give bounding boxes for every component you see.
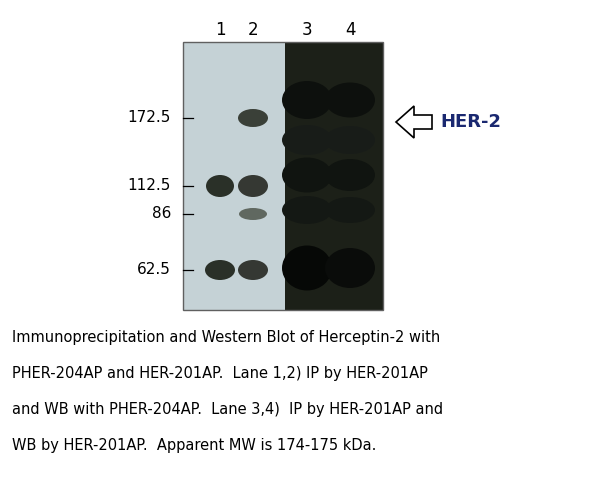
Ellipse shape xyxy=(325,159,375,191)
Text: PHER-204AP and HER-201AP.  Lane 1,2) IP by HER-201AP: PHER-204AP and HER-201AP. Lane 1,2) IP b… xyxy=(12,366,428,381)
Text: 62.5: 62.5 xyxy=(137,262,171,278)
Bar xyxy=(183,42,285,310)
Text: 1: 1 xyxy=(215,21,226,39)
Bar xyxy=(285,42,383,310)
Text: 112.5: 112.5 xyxy=(128,179,171,194)
Text: HER-2: HER-2 xyxy=(440,113,501,131)
Ellipse shape xyxy=(282,157,332,193)
Ellipse shape xyxy=(325,248,375,288)
Bar xyxy=(183,42,383,310)
Ellipse shape xyxy=(205,260,235,280)
Text: WB by HER-201AP.  Apparent MW is 174-175 kDa.: WB by HER-201AP. Apparent MW is 174-175 … xyxy=(12,438,376,453)
Polygon shape xyxy=(396,106,432,138)
Ellipse shape xyxy=(238,175,268,197)
Ellipse shape xyxy=(325,197,375,223)
Ellipse shape xyxy=(325,126,375,154)
Ellipse shape xyxy=(238,109,268,127)
Text: 172.5: 172.5 xyxy=(128,110,171,126)
Ellipse shape xyxy=(239,208,267,220)
Ellipse shape xyxy=(282,125,332,155)
Text: 4: 4 xyxy=(345,21,355,39)
Text: 2: 2 xyxy=(248,21,259,39)
Ellipse shape xyxy=(282,246,332,291)
Text: Immunoprecipitation and Western Blot of Herceptin-2 with: Immunoprecipitation and Western Blot of … xyxy=(12,330,440,345)
Ellipse shape xyxy=(282,81,332,119)
Ellipse shape xyxy=(325,83,375,117)
Ellipse shape xyxy=(238,260,268,280)
Ellipse shape xyxy=(206,175,234,197)
Text: 3: 3 xyxy=(302,21,313,39)
Ellipse shape xyxy=(282,196,332,224)
Text: and WB with PHER-204AP.  Lane 3,4)  IP by HER-201AP and: and WB with PHER-204AP. Lane 3,4) IP by … xyxy=(12,402,443,417)
Text: 86: 86 xyxy=(152,206,171,221)
